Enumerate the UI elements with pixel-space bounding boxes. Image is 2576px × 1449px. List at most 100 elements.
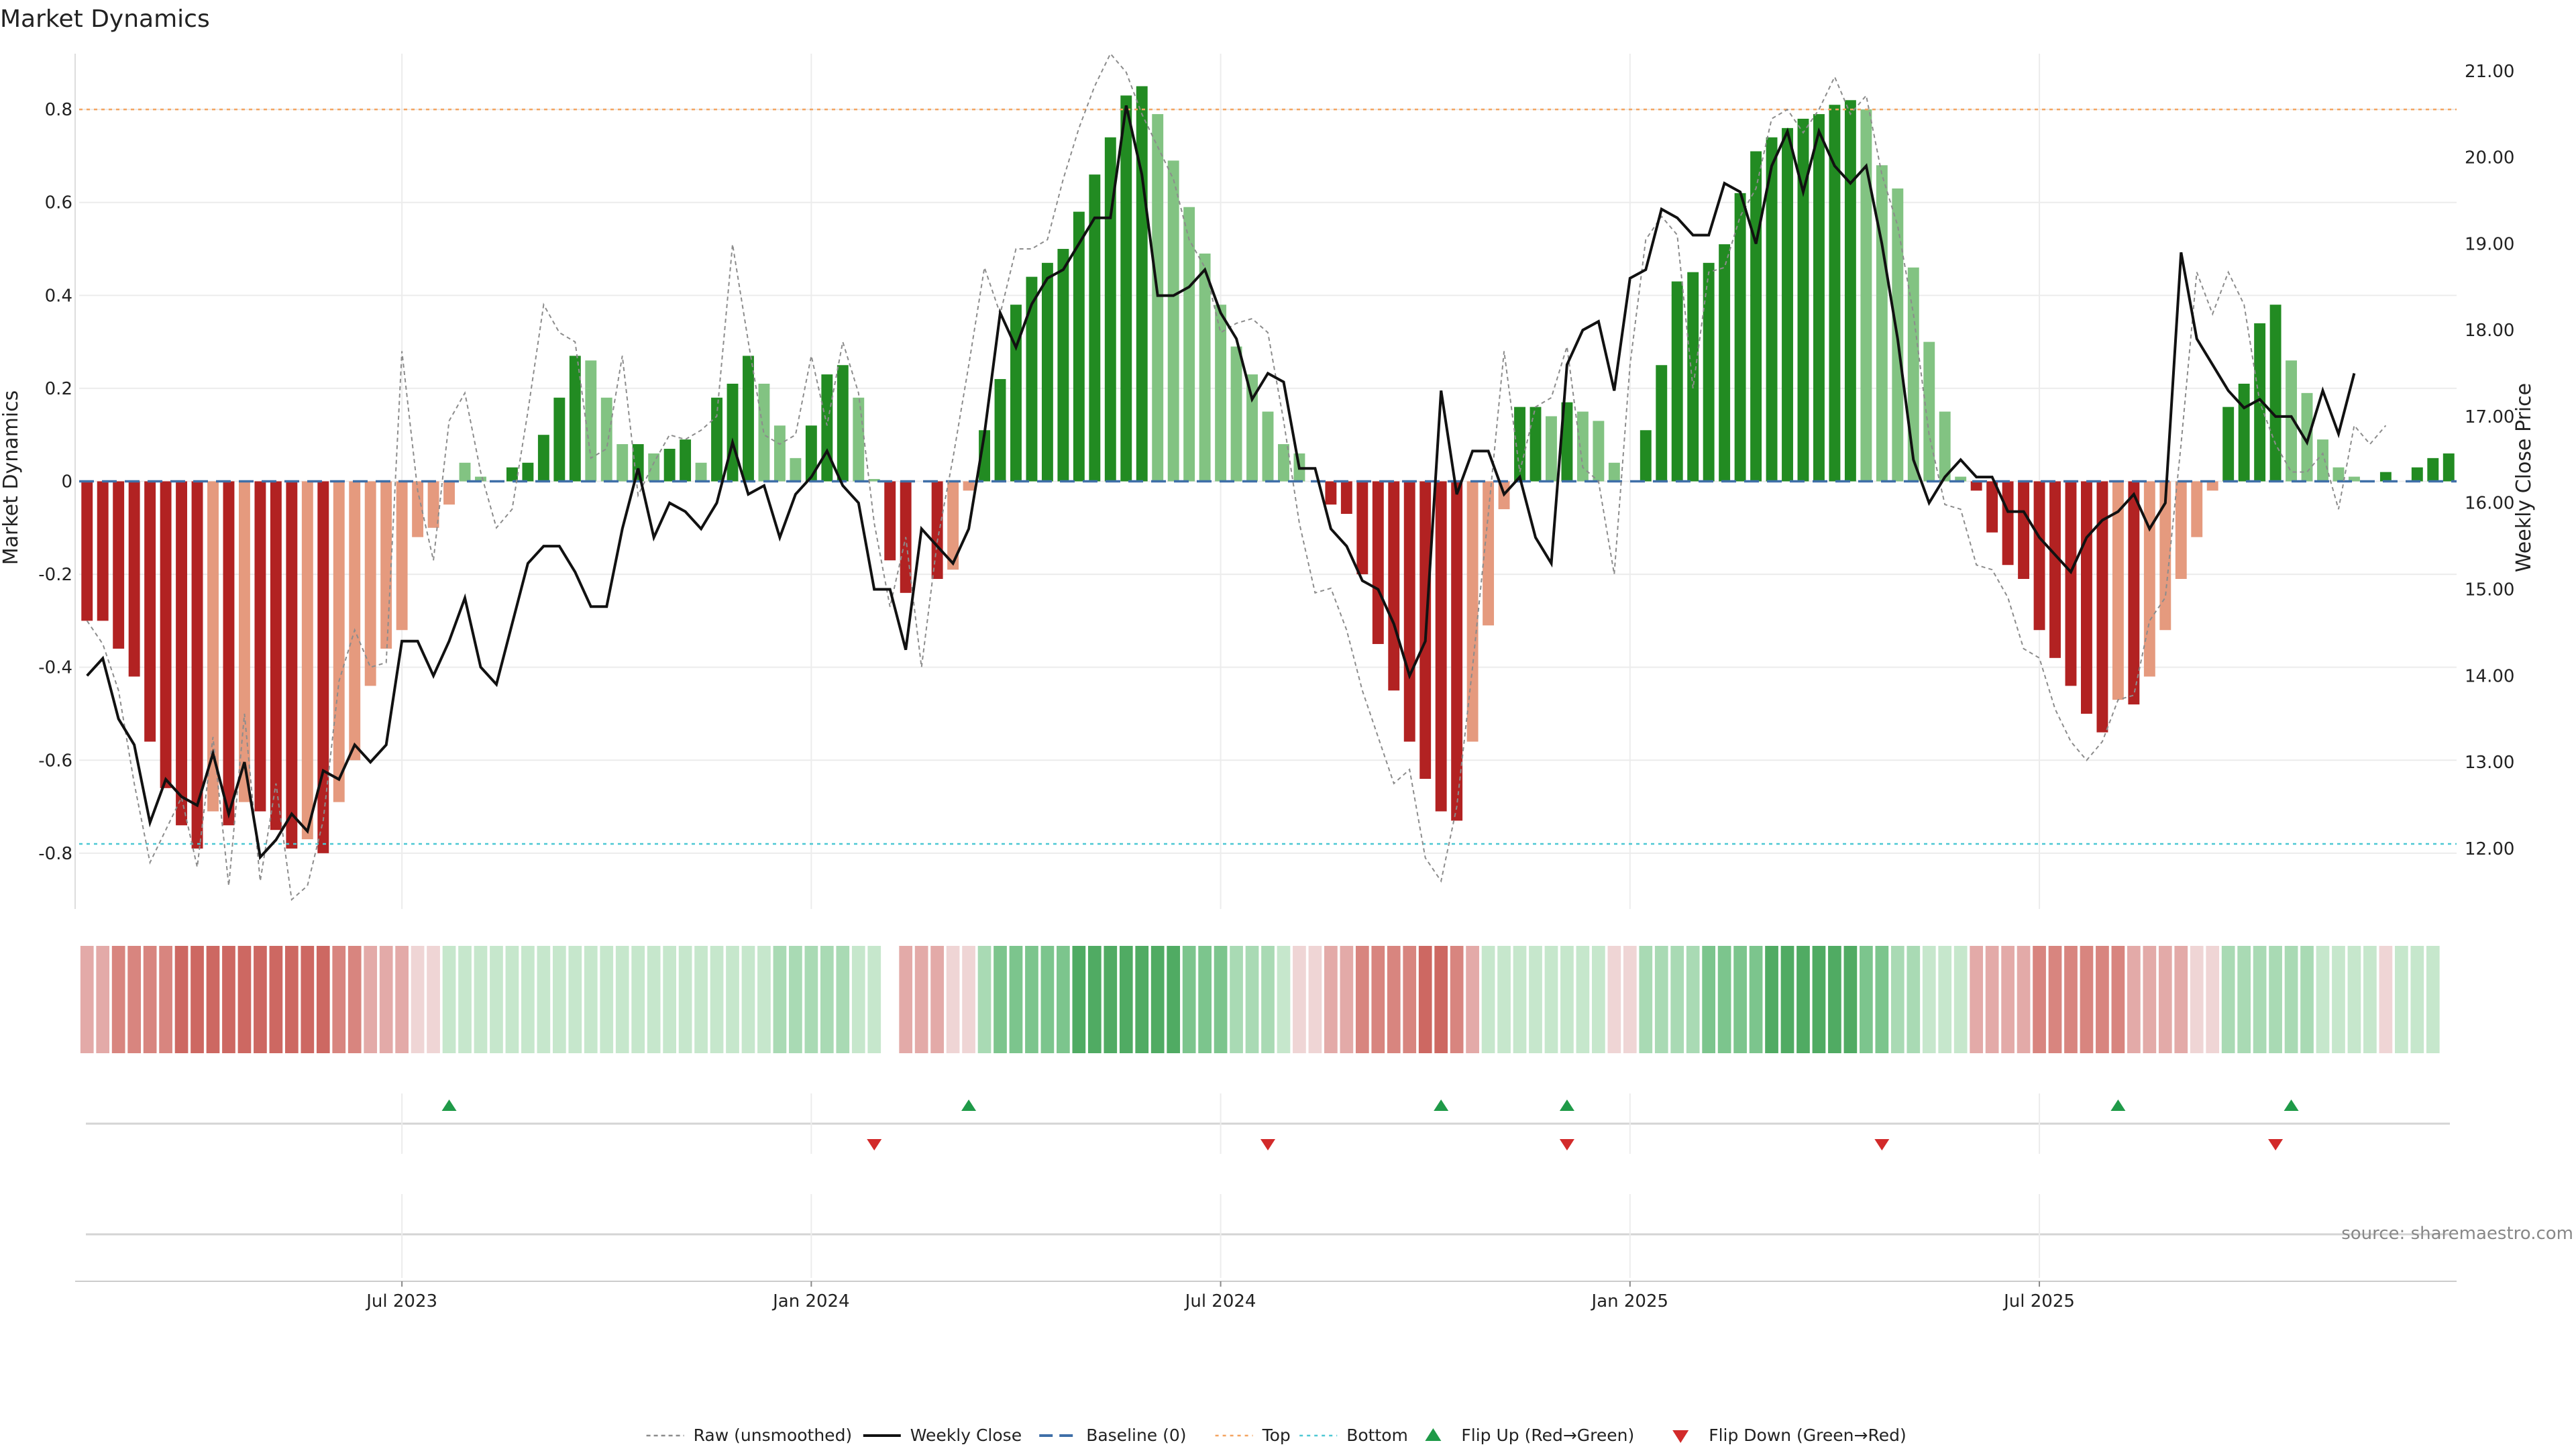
- status-strip-cell: [1135, 946, 1149, 1053]
- flip-down-marker: [1559, 1139, 1574, 1150]
- status-strip-cell: [222, 946, 235, 1053]
- status-strip-cell: [364, 946, 378, 1053]
- y-right-tick-label: 15.00: [2465, 580, 2514, 600]
- status-strip-cell: [1340, 946, 1354, 1053]
- status-strip-cell: [2143, 946, 2157, 1053]
- status-strip-cell: [552, 946, 566, 1053]
- market-dynamics-bar: [1844, 100, 1856, 482]
- status-strip-cell: [1277, 946, 1291, 1053]
- status-strip-cell: [1796, 946, 1810, 1053]
- x-axis: Jul 2023 Jan 2024 Jul 2024 Jan 2025 Jul 2025: [75, 1281, 2457, 1311]
- flip-down-marker: [1874, 1139, 1890, 1150]
- status-strip-cell: [1765, 946, 1778, 1053]
- status-strip-cell: [2048, 946, 2062, 1053]
- market-dynamics-bar: [1829, 105, 1841, 482]
- status-strip-cell: [2158, 946, 2172, 1053]
- market-dynamics-bar: [2443, 453, 2455, 482]
- status-strip-cell: [1104, 946, 1118, 1053]
- market-dynamics-bar: [301, 481, 313, 840]
- status-strip-cell: [191, 946, 204, 1053]
- status-strip: [80, 946, 2440, 1053]
- y-right-tick-label: 18.00: [2465, 321, 2514, 341]
- raw-unsmoothed-line: [86, 52, 2387, 902]
- y-left-tick-label: -0.6: [38, 751, 72, 771]
- y-right-tick-label: 17.00: [2465, 407, 2514, 427]
- market-dynamics-bar: [1246, 374, 1258, 482]
- market-dynamics-bar: [2065, 481, 2077, 686]
- status-strip-cell: [1717, 946, 1731, 1053]
- market-dynamics-bar: [2411, 467, 2423, 482]
- status-strip-cell: [1057, 946, 1070, 1053]
- status-strip-cell: [2253, 946, 2267, 1053]
- market-dynamics-bar: [317, 481, 329, 853]
- status-strip-cell: [2111, 946, 2125, 1053]
- market-dynamics-bar: [2332, 467, 2345, 482]
- market-dynamics-bar: [616, 444, 629, 482]
- status-strip-cell: [395, 946, 409, 1053]
- market-dynamics-bar: [1576, 411, 1589, 482]
- market-dynamics-bar: [994, 379, 1006, 482]
- legend-item: Bottom: [1299, 1426, 1408, 1445]
- legend-label: Flip Up (Red→Green): [1461, 1426, 1634, 1445]
- status-strip-cell: [2347, 946, 2361, 1053]
- status-strip-cell: [2064, 946, 2078, 1053]
- market-dynamics-bar: [600, 397, 612, 482]
- status-strip-cell: [2284, 946, 2298, 1053]
- legend-label: Top: [1262, 1426, 1291, 1445]
- status-strip-cell: [1040, 946, 1055, 1053]
- y-left-tick-label: 0.6: [45, 193, 72, 213]
- status-strip-cell: [914, 946, 928, 1053]
- status-strip-cell: [2190, 946, 2204, 1053]
- market-dynamics-bar: [1278, 444, 1289, 482]
- market-dynamics-bar: [1703, 262, 1715, 482]
- status-strip-cell: [789, 946, 802, 1053]
- y-axis-right-label: Weekly Close Price: [2512, 383, 2536, 572]
- status-strip-cell: [1907, 946, 1921, 1053]
- status-strip-cell: [1922, 946, 1936, 1053]
- status-strip-cell: [663, 946, 676, 1053]
- status-strip-cell: [1985, 946, 1999, 1053]
- market-dynamics-bar: [97, 481, 109, 621]
- status-strip-cell: [977, 946, 991, 1053]
- market-dynamics-bar: [585, 360, 597, 482]
- status-strip-cell: [2363, 946, 2377, 1053]
- market-dynamics-bar: [1529, 407, 1542, 482]
- market-dynamics-bar: [2269, 305, 2282, 482]
- market-dynamics-bar: [1120, 95, 1132, 482]
- flip-down-marker: [2268, 1139, 2284, 1150]
- status-strip-cell: [694, 946, 708, 1053]
- market-dynamics-bar: [1483, 481, 1495, 626]
- market-dynamics-bar: [506, 467, 518, 482]
- status-strip-cell: [1355, 946, 1369, 1053]
- status-strip-cell: [80, 946, 94, 1053]
- status-strip-cell: [1009, 946, 1023, 1053]
- status-strip-cell: [647, 946, 661, 1053]
- market-dynamics-bar: [475, 476, 486, 482]
- status-strip-cell: [1072, 946, 1086, 1053]
- status-strip-cell: [2237, 946, 2251, 1053]
- market-dynamics-bar: [1656, 365, 1668, 482]
- status-strip-cell: [1702, 946, 1716, 1053]
- market-dynamics-bar: [1340, 481, 1352, 515]
- market-dynamics-bar: [223, 481, 235, 826]
- status-strip-cell: [284, 946, 299, 1053]
- status-strip-cell: [600, 946, 614, 1053]
- y-left-tick-label: 0.4: [45, 286, 72, 306]
- status-strip-cell: [2426, 946, 2440, 1053]
- market-dynamics-bar: [1089, 174, 1101, 482]
- status-strip-cell: [2001, 946, 2015, 1053]
- market-dynamics-bar: [1073, 211, 1085, 482]
- market-dynamics-bar: [412, 481, 424, 537]
- status-strip-cell: [2206, 946, 2220, 1053]
- market-dynamics-bar: [2175, 481, 2187, 580]
- axis-layer: -0.8 -0.6 -0.4 -0.2 0 0.2 0.4 0.6 0.8 12.00 13.00 1…: [38, 54, 2514, 909]
- market-dynamics-bar: [1372, 481, 1384, 645]
- chart-title: Market Dynamics: [0, 5, 210, 33]
- market-dynamics-bar: [81, 481, 93, 621]
- status-strip-cell: [1214, 946, 1228, 1053]
- status-strip-cell: [568, 946, 582, 1053]
- status-strip-cell: [521, 946, 535, 1053]
- market-dynamics-bar: [270, 481, 282, 830]
- status-strip-cell: [1890, 946, 1904, 1053]
- market-dynamics-bar: [1797, 119, 1809, 482]
